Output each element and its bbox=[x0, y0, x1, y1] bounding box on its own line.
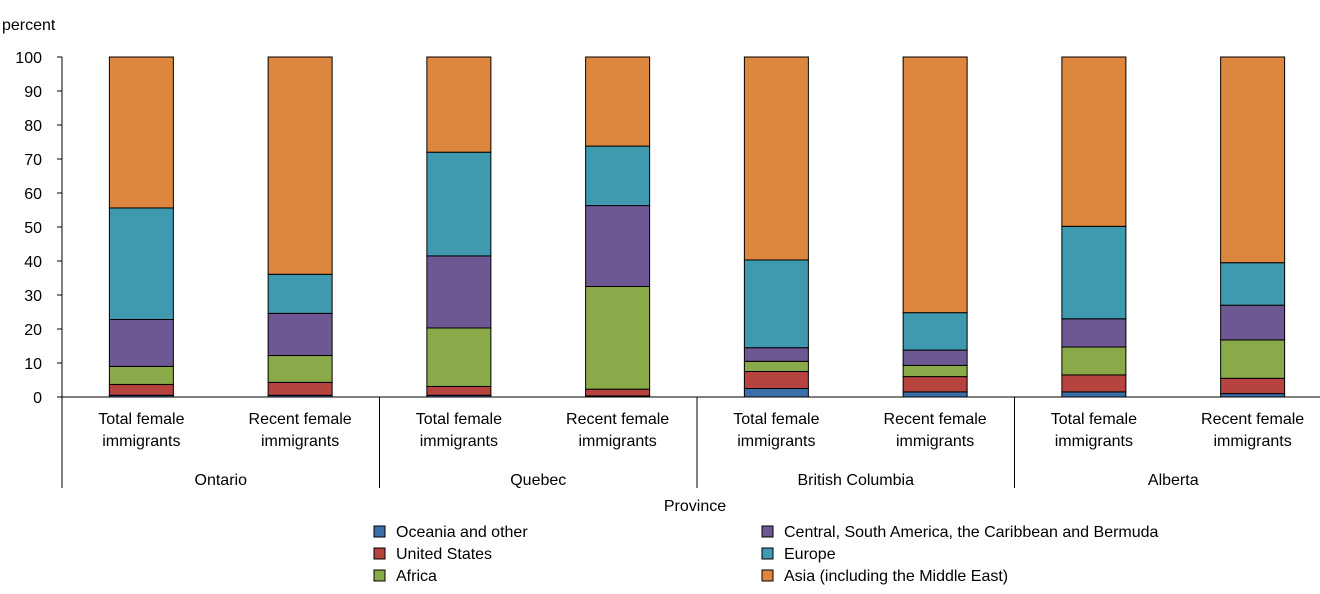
legend-label: Europe bbox=[784, 546, 836, 563]
legend-label: Asia (including the Middle East) bbox=[784, 568, 1008, 585]
x-axis-label: Province bbox=[664, 498, 726, 515]
bar-segment bbox=[1061, 374, 1127, 393]
bar-segment bbox=[743, 347, 809, 362]
bar-segment bbox=[426, 327, 492, 387]
y-tick-label: 0 bbox=[33, 390, 42, 407]
bar-segment bbox=[743, 371, 809, 389]
bar-segment bbox=[902, 312, 968, 351]
legend-swatch bbox=[761, 547, 774, 560]
legend-swatch bbox=[373, 547, 386, 560]
bar-segment bbox=[426, 151, 492, 257]
group-label: Alberta bbox=[1148, 472, 1199, 489]
bar-segment bbox=[1220, 262, 1286, 306]
x-tick-label: Recent female bbox=[1201, 411, 1304, 428]
bar-segment bbox=[585, 205, 651, 287]
bar-segment bbox=[743, 56, 809, 261]
bar-segment bbox=[743, 360, 809, 372]
bar-segment bbox=[585, 145, 651, 207]
bar-segment bbox=[902, 364, 968, 378]
x-tick-label: immigrants bbox=[579, 433, 657, 450]
y-tick-label: 90 bbox=[24, 84, 42, 101]
bar-segment bbox=[1220, 56, 1286, 264]
y-tick-label: 50 bbox=[24, 220, 42, 237]
bar-segment bbox=[267, 381, 333, 396]
bar-segment bbox=[743, 259, 809, 349]
legend: Oceania and other United States Africa Cent… bbox=[373, 524, 1159, 585]
bar-segment bbox=[902, 376, 968, 393]
bar-segment bbox=[108, 56, 174, 209]
bar-segment bbox=[585, 388, 651, 397]
legend-swatch bbox=[761, 525, 774, 538]
y-tick-label: 20 bbox=[24, 322, 42, 339]
bar-segment bbox=[267, 355, 333, 383]
bar-segment bbox=[1061, 318, 1127, 348]
x-tick-label: Total female bbox=[416, 411, 502, 428]
bar-segment bbox=[585, 286, 651, 390]
bar-segment bbox=[267, 56, 333, 275]
bar-segment bbox=[108, 318, 174, 367]
legend-label: Oceania and other bbox=[396, 524, 528, 541]
x-tick-label: immigrants bbox=[737, 433, 815, 450]
bar-segment bbox=[1061, 346, 1127, 376]
legend-label: Central, South America, the Caribbean an… bbox=[784, 524, 1159, 541]
bar-segment bbox=[108, 365, 174, 385]
x-tick-label: immigrants bbox=[896, 433, 974, 450]
y-tick-label: 10 bbox=[24, 356, 42, 373]
x-tick-label: Total female bbox=[1051, 411, 1137, 428]
x-tick-label: immigrants bbox=[102, 433, 180, 450]
bar-segment bbox=[1220, 339, 1286, 379]
y-axis: 0 10 20 30 40 50 60 70 80 90 100 bbox=[15, 50, 63, 407]
legend-label: Africa bbox=[396, 568, 437, 585]
x-tick-label: immigrants bbox=[1214, 433, 1292, 450]
x-tick-label: immigrants bbox=[261, 433, 339, 450]
bar-segment bbox=[585, 56, 651, 147]
y-tick-label: 40 bbox=[24, 254, 42, 271]
bar-segment bbox=[1061, 56, 1127, 227]
x-tick-label: Recent female bbox=[249, 411, 352, 428]
bar-segment bbox=[426, 56, 492, 153]
legend-swatch bbox=[373, 525, 386, 538]
bar-segment bbox=[108, 383, 174, 396]
bar-segment bbox=[267, 312, 333, 357]
x-tick-label: Recent female bbox=[566, 411, 669, 428]
bar-segment bbox=[1061, 225, 1127, 320]
bar-segment bbox=[743, 388, 809, 398]
x-tick-label: immigrants bbox=[420, 433, 498, 450]
bars bbox=[108, 56, 1286, 398]
bar-segment bbox=[267, 273, 333, 314]
bar-segment bbox=[108, 207, 174, 320]
y-tick-label: 70 bbox=[24, 152, 42, 169]
bar-segment bbox=[426, 385, 492, 396]
x-axis: Total female immigrants Recent female immig… bbox=[61, 396, 1320, 489]
group-label: Quebec bbox=[510, 472, 566, 489]
y-tick-label: 80 bbox=[24, 118, 42, 135]
group-label: Ontario bbox=[195, 472, 248, 489]
y-tick-label: 30 bbox=[24, 288, 42, 305]
legend-swatch bbox=[761, 569, 774, 582]
y-tick-label: 60 bbox=[24, 186, 42, 203]
bar-segment bbox=[902, 391, 968, 398]
bar-segment bbox=[902, 349, 968, 366]
x-tick-label: Total female bbox=[98, 411, 184, 428]
y-tick-label: 100 bbox=[15, 50, 42, 67]
bar-segment bbox=[426, 255, 492, 329]
bar-segment bbox=[1061, 391, 1127, 398]
x-tick-label: immigrants bbox=[1055, 433, 1133, 450]
bar-segment bbox=[1220, 393, 1286, 398]
x-tick-label: Recent female bbox=[884, 411, 987, 428]
y-axis-label: percent bbox=[2, 17, 56, 34]
bar-segment bbox=[902, 56, 968, 314]
group-label: British Columbia bbox=[798, 472, 915, 489]
x-tick-label: Total female bbox=[733, 411, 819, 428]
bar-segment bbox=[1220, 304, 1286, 341]
bar-segment bbox=[1220, 377, 1286, 395]
legend-swatch bbox=[373, 569, 386, 582]
legend-label: United States bbox=[396, 546, 492, 563]
